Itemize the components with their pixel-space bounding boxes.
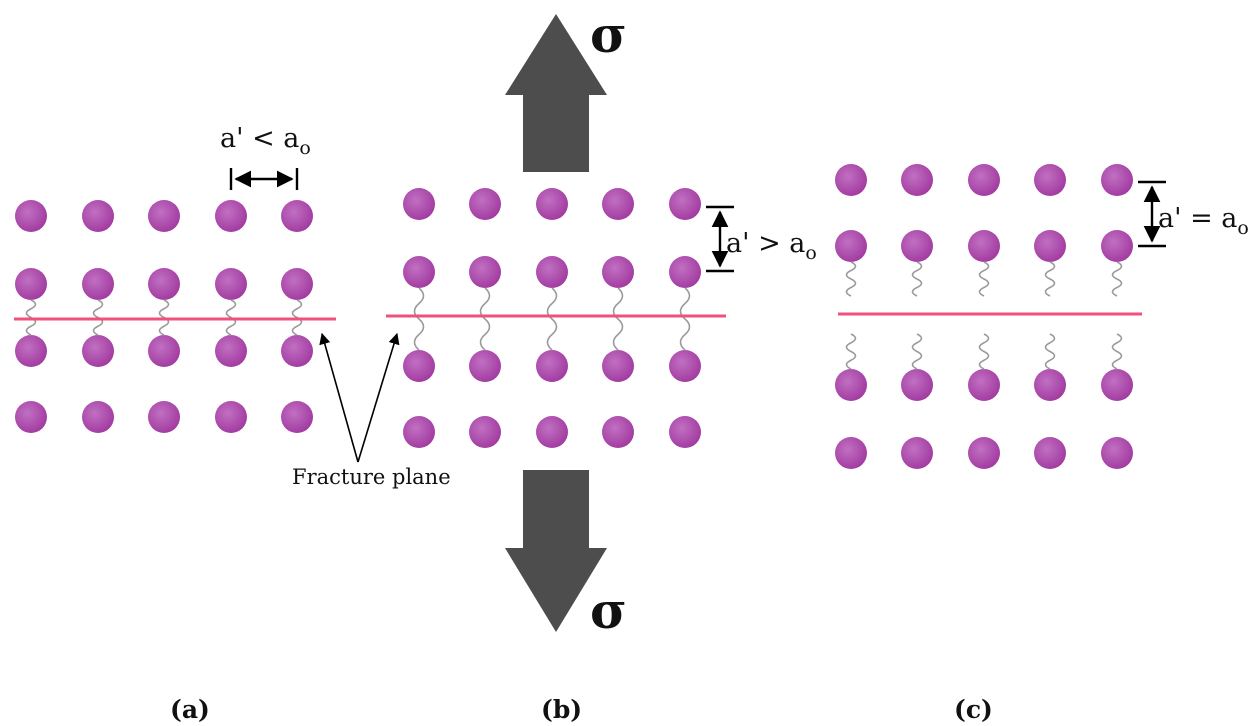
atom [281, 200, 313, 232]
fracture-plane-pointer: Fracture plane [292, 332, 451, 489]
panel-a: a' < ao (a) [14, 123, 336, 724]
atomic-bond [679, 287, 691, 351]
fracture-plane-label: Fracture plane [292, 465, 451, 489]
bonds-c [845, 261, 1123, 370]
atom [669, 188, 701, 220]
atom [82, 401, 114, 433]
atom [1034, 164, 1066, 196]
atom [835, 164, 867, 196]
atom [403, 188, 435, 220]
stress-label-bottom: σ [590, 581, 627, 640]
atom [835, 230, 867, 262]
atom [1101, 437, 1133, 469]
atom [602, 256, 634, 288]
caption-a: (a) [170, 695, 210, 724]
atom [403, 350, 435, 382]
atom [15, 268, 47, 300]
atom [835, 437, 867, 469]
atomic-bond [845, 261, 857, 297]
atom [602, 188, 634, 220]
atom [901, 230, 933, 262]
atom [669, 256, 701, 288]
atom [215, 268, 247, 300]
atom [15, 401, 47, 433]
atom-grid-a [15, 200, 313, 433]
atom [1034, 437, 1066, 469]
atom [968, 437, 1000, 469]
relation-label-b: a' > ao [726, 228, 817, 264]
atom [469, 416, 501, 448]
atom [536, 416, 568, 448]
caption-b: (b) [541, 695, 582, 724]
atom [536, 256, 568, 288]
caption-c: (c) [954, 695, 993, 724]
atom [82, 335, 114, 367]
atomic-bond [413, 287, 425, 351]
relation-label-c: a' = ao [1158, 203, 1249, 239]
atom [1101, 164, 1133, 196]
stress-arrow-down [505, 470, 607, 632]
panel-b: σ a' > ao σ (b) [386, 5, 817, 724]
atom [148, 268, 180, 300]
atom [602, 416, 634, 448]
atom [968, 230, 1000, 262]
atomic-bond [1044, 261, 1056, 297]
atomic-bond [911, 261, 923, 297]
atomic-bond [1111, 261, 1123, 297]
atomic-bond [612, 287, 624, 351]
atom [968, 369, 1000, 401]
atom [536, 350, 568, 382]
atom [82, 268, 114, 300]
atom [835, 369, 867, 401]
atom [469, 188, 501, 220]
atom [901, 369, 933, 401]
atom [968, 164, 1000, 196]
atom [215, 401, 247, 433]
atom [148, 401, 180, 433]
relation-label-a: a' < ao [220, 123, 311, 159]
atom [1034, 230, 1066, 262]
spacing-dimension-c [1138, 180, 1166, 248]
atom [15, 200, 47, 232]
atom-grid-c [835, 164, 1133, 469]
atom [403, 256, 435, 288]
atom [901, 437, 933, 469]
atom [82, 200, 114, 232]
atom [901, 164, 933, 196]
atom [281, 401, 313, 433]
atom [1034, 369, 1066, 401]
atom [215, 335, 247, 367]
atomic-bond [1044, 333, 1056, 370]
spacing-dimension-b [706, 205, 734, 273]
atom [536, 188, 568, 220]
atomic-bond [911, 333, 923, 370]
atom [469, 350, 501, 382]
atom [669, 350, 701, 382]
atom-grid-b [403, 188, 701, 448]
atom [602, 350, 634, 382]
atomic-bond [978, 333, 990, 370]
stress-label-top: σ [590, 5, 627, 64]
atom [469, 256, 501, 288]
atomic-bond [845, 333, 857, 370]
atom [669, 416, 701, 448]
atom [15, 335, 47, 367]
atom [1101, 369, 1133, 401]
atomic-bond [978, 261, 990, 297]
stress-arrow-up [505, 14, 607, 172]
atom [403, 416, 435, 448]
atom [1101, 230, 1133, 262]
spacing-dimension-a [229, 168, 299, 190]
atomic-bond [546, 287, 558, 351]
atomic-bond [479, 287, 491, 351]
atom [148, 200, 180, 232]
atom [281, 268, 313, 300]
bonds-b [413, 287, 691, 351]
atomic-bond [1111, 333, 1123, 370]
panel-c: a' = ao (c) [835, 164, 1249, 724]
atom [281, 335, 313, 367]
atom [215, 200, 247, 232]
atom [148, 335, 180, 367]
